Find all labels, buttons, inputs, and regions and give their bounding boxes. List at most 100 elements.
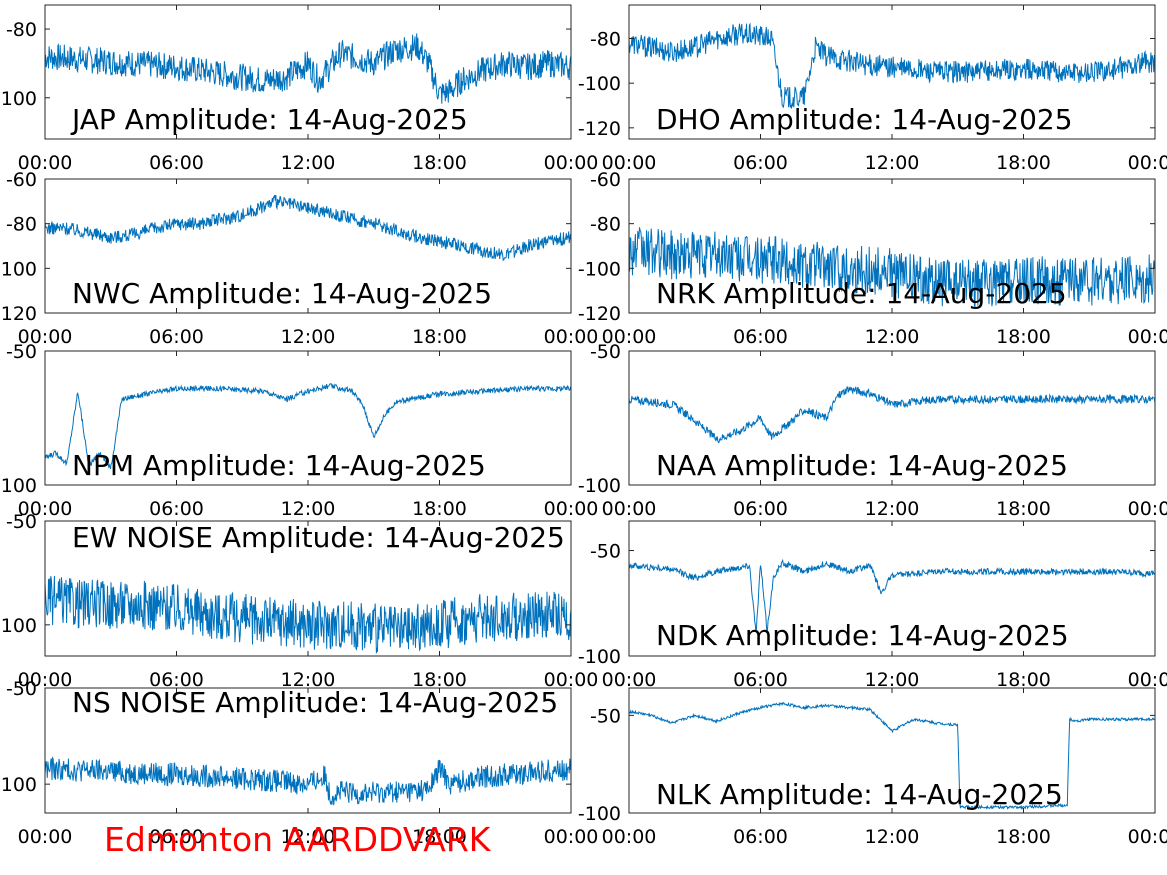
x-tick-label: 00:00 — [1128, 669, 1167, 691]
x-tick-label: 00:00 — [18, 498, 73, 520]
chart-title: EW NOISE Amplitude: 14-Aug-2025 — [72, 521, 565, 554]
x-tick-label: 00:00 — [544, 326, 599, 348]
y-tick-label: -50 — [6, 511, 37, 533]
x-tick-label: 06:00 — [149, 326, 204, 348]
chart-panel-1: 00:00 06:00 12:00 18:00 00:00 -80 100 JAP Ampli… — [1, 4, 599, 174]
x-tick-label: 00:00 — [1128, 498, 1167, 520]
chart-panel-3: 00:00 06:00 12:00 18:00 00:00 -60 -80 100 120 NWC… — [1, 169, 599, 348]
x-tick-label: 18:00 — [996, 152, 1051, 174]
y-tick-label: -100 — [578, 258, 621, 280]
chart-title: NLK Amplitude: 14-Aug-2025 — [656, 778, 1063, 811]
x-tick-label: 00:00 — [544, 826, 599, 848]
y-tick-label: 100 — [1, 258, 37, 280]
x-tick-label: 06:00 — [149, 152, 204, 174]
x-tick-label: 06:00 — [149, 498, 204, 520]
series-line — [45, 33, 571, 104]
x-tick-label: 00:00 — [602, 669, 657, 691]
chart-title: JAP Amplitude: 14-Aug-2025 — [70, 103, 468, 136]
y-tick-label: -60 — [6, 169, 37, 191]
chart-title: NDK Amplitude: 14-Aug-2025 — [656, 619, 1069, 652]
y-tick-label: 100 — [1, 615, 37, 637]
y-tick-label: -120 — [578, 118, 621, 140]
y-tick-label: -50 — [590, 705, 621, 727]
x-tick-label: 06:00 — [149, 826, 204, 848]
x-tick-label: 18:00 — [412, 826, 467, 848]
x-tick-label: 00:00 — [18, 152, 73, 174]
y-tick-label: -100 — [578, 73, 621, 95]
chart-panel-2: 00:00 06:00 12:00 18:00 00:00 -80 -100 -120 DHO … — [578, 4, 1167, 174]
series-line — [629, 22, 1155, 109]
x-tick-label: 18:00 — [412, 498, 467, 520]
x-tick-label: 00:00 — [544, 152, 599, 174]
series-line — [45, 756, 571, 806]
x-tick-label: 18:00 — [412, 326, 467, 348]
y-tick-label: -120 — [578, 303, 621, 325]
y-tick-label: -60 — [590, 169, 621, 191]
x-tick-label: 18:00 — [996, 326, 1051, 348]
x-tick-label: 06:00 — [733, 669, 788, 691]
y-tick-label: -50 — [590, 341, 621, 363]
chart-panel-6: 00:00 06:00 12:00 18:00 00:00 -50 -100 NAA Ampl… — [578, 341, 1167, 520]
chart-title: NRK Amplitude: 14-Aug-2025 — [656, 277, 1067, 310]
series-line — [629, 227, 1155, 308]
y-tick-label: -80 — [6, 19, 37, 41]
chart-panel-9: 00:00 06:00 12:00 18:00 00:00 -50 100 NS NOISE … — [1, 678, 599, 848]
x-tick-label: 00:00 — [1128, 826, 1167, 848]
x-tick-label: 06:00 — [733, 326, 788, 348]
x-tick-label: 00:00 — [18, 669, 73, 691]
x-tick-label: 12:00 — [281, 152, 336, 174]
x-tick-label: 18:00 — [412, 152, 467, 174]
x-tick-label: 00:00 — [1128, 326, 1167, 348]
x-tick-label: 12:00 — [865, 326, 920, 348]
y-tick-label: -50 — [6, 678, 37, 700]
chart-title: NWC Amplitude: 14-Aug-2025 — [72, 277, 492, 310]
x-tick-label: 00:00 — [18, 826, 73, 848]
y-tick-label: -50 — [6, 341, 37, 363]
x-tick-label: 00:00 — [1128, 152, 1167, 174]
x-tick-label: 12:00 — [865, 826, 920, 848]
x-tick-label: 12:00 — [865, 498, 920, 520]
chart-panel-4: 00:00 06:00 12:00 18:00 00:00 -60 -80 -100 -120 N… — [578, 169, 1167, 348]
x-tick-label: 00:00 — [602, 326, 657, 348]
chart-panel-7: 00:00 06:00 12:00 18:00 00:00 -50 100 EW NOISE … — [1, 511, 599, 691]
x-tick-label: 12:00 — [865, 152, 920, 174]
series-line — [45, 383, 571, 469]
x-tick-label: 18:00 — [996, 826, 1051, 848]
y-tick-label: 100 — [1, 475, 37, 497]
chart-panel-10: 00:00 06:00 12:00 18:00 00:00 -50 -100 NLK Ampl… — [578, 687, 1167, 848]
x-tick-label: 18:00 — [996, 669, 1051, 691]
x-tick-label: 00:00 — [602, 152, 657, 174]
y-tick-label: 100 — [1, 774, 37, 796]
x-tick-label: 18:00 — [996, 498, 1051, 520]
series-line — [45, 194, 571, 261]
x-tick-label: 00:00 — [544, 498, 599, 520]
y-tick-label: -80 — [6, 214, 37, 236]
x-tick-label: 12:00 — [281, 669, 336, 691]
x-tick-label: 00:00 — [18, 326, 73, 348]
chart-title: DHO Amplitude: 14-Aug-2025 — [656, 103, 1073, 136]
x-tick-label: 00:00 — [544, 669, 599, 691]
x-tick-label: 06:00 — [149, 669, 204, 691]
y-tick-label: -80 — [590, 214, 621, 236]
y-tick-label: 120 — [1, 303, 37, 325]
x-tick-label: 12:00 — [281, 826, 336, 848]
x-tick-label: 00:00 — [602, 498, 657, 520]
series-line — [629, 558, 1155, 632]
y-tick-label: -80 — [590, 29, 621, 51]
x-tick-label: 12:00 — [281, 498, 336, 520]
x-tick-label: 00:00 — [602, 826, 657, 848]
y-tick-label: -100 — [578, 803, 621, 825]
chart-title: NPM Amplitude: 14-Aug-2025 — [72, 449, 486, 482]
chart-panel-8: 00:00 06:00 12:00 18:00 00:00 -50 -100 NDK Ampl… — [578, 520, 1167, 691]
chart-title: NS NOISE Amplitude: 14-Aug-2025 — [72, 686, 558, 719]
footer-title: Edmonton AARDDVARK — [104, 820, 491, 859]
x-tick-label: 06:00 — [733, 152, 788, 174]
y-tick-label: 100 — [1, 88, 37, 110]
series-line — [629, 386, 1155, 444]
series-line — [629, 701, 1155, 811]
chart-title: NAA Amplitude: 14-Aug-2025 — [656, 449, 1068, 482]
series-line — [45, 575, 571, 654]
x-tick-label: 06:00 — [733, 498, 788, 520]
chart-panel-5: 00:00 06:00 12:00 18:00 00:00 -50 100 NPM Ampli… — [1, 341, 599, 520]
